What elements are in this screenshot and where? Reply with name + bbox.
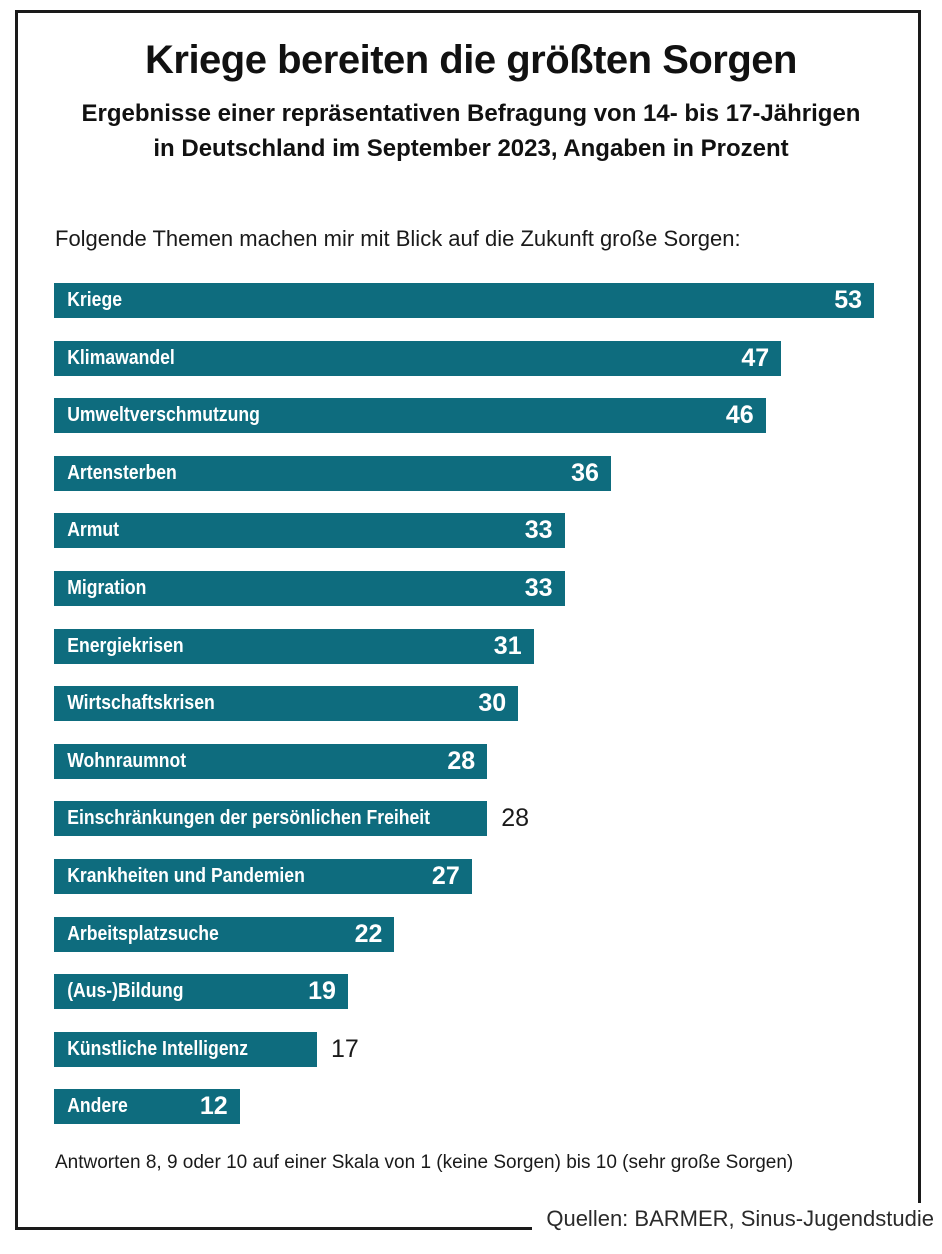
bar-row: Andere 12 xyxy=(54,1089,874,1125)
bar-row: Umweltverschmutzung 46 xyxy=(54,398,874,434)
bar: Arbeitsplatzsuche 22 xyxy=(54,916,395,952)
bar-label: Krankheiten und Pandemien xyxy=(67,864,305,887)
bar-label: Andere xyxy=(67,1095,128,1118)
chart-footnote: Antworten 8, 9 oder 10 auf einer Skala v… xyxy=(55,1152,794,1173)
bar-value: 27 xyxy=(431,861,460,890)
bar: Kriege 53 xyxy=(54,283,874,318)
chart-subtitle: Ergebnisse einer repräsentativen Befragu… xyxy=(0,96,942,166)
chart-border-frame xyxy=(15,10,921,1230)
chart-title: Kriege bereiten die größten Sorgen xyxy=(144,38,798,82)
bar-row: Artensterben 36 xyxy=(54,455,874,491)
bar: Einschränkungen der persönlichen Freihei… xyxy=(54,801,488,837)
bar-value: 47 xyxy=(741,343,770,372)
bar: Andere 12 xyxy=(54,1089,240,1125)
bar-value: 33 xyxy=(524,516,553,545)
bar-value: 17 xyxy=(331,1034,359,1063)
bar: Wohnraumnot 28 xyxy=(54,743,488,779)
bar-label: (Aus-)Bildung xyxy=(67,980,184,1003)
bar-label: Arbeitsplatzsuche xyxy=(67,922,219,945)
bar-value: 12 xyxy=(199,1092,228,1121)
survey-question: Folgende Themen machen mir mit Blick auf… xyxy=(55,226,741,251)
bar-row: Wirtschaftskrisen 30 xyxy=(54,686,874,722)
bar-label: Artensterben xyxy=(67,461,177,484)
bar-label: Wirtschaftskrisen xyxy=(67,692,215,715)
bar-chart: Kriege 53 Klimawandel 47 Umweltverschmutzung… xyxy=(54,283,874,1147)
bar-label: Kriege xyxy=(67,289,122,311)
bar-label: Wohnraumnot xyxy=(67,749,187,772)
bar-value: 19 xyxy=(308,977,336,1006)
bar-row: Energiekrisen 31 xyxy=(54,628,874,664)
bar: Klimawandel 47 xyxy=(54,340,782,376)
bar-value: 28 xyxy=(447,746,476,775)
bar-value: 31 xyxy=(493,631,522,660)
bar: Artensterben 36 xyxy=(54,455,611,491)
bar: Migration 33 xyxy=(54,570,565,606)
bar: Künstliche Intelligenz xyxy=(54,1031,318,1067)
bar-label: Künstliche Intelligenz xyxy=(67,1037,249,1060)
bar-row: Krankheiten und Pandemien 27 xyxy=(54,858,874,894)
bar-row: Armut 33 xyxy=(54,513,874,549)
bar: Energiekrisen 31 xyxy=(54,628,534,664)
bar: (Aus-)Bildung 19 xyxy=(54,974,348,1010)
chart-subtitle-line1: Ergebnisse einer repräsentativen Befragu… xyxy=(81,100,861,127)
bar: Umweltverschmutzung 46 xyxy=(54,398,766,434)
bar-label: Migration xyxy=(67,576,147,599)
bar-value: 28 xyxy=(501,804,530,833)
bar-row: Künstliche Intelligenz 17 xyxy=(54,1031,874,1067)
bar-label: Klimawandel xyxy=(67,346,175,369)
chart-subtitle-line2: in Deutschland im September 2023, Angabe… xyxy=(153,135,789,162)
bar-value: 53 xyxy=(834,286,862,314)
bar-row: Migration 33 xyxy=(54,570,874,606)
bar: Krankheiten und Pandemien 27 xyxy=(54,858,472,894)
bar-value: 22 xyxy=(354,919,383,948)
bar-row: Arbeitsplatzsuche 22 xyxy=(54,916,874,952)
bar-row: Kriege 53 xyxy=(54,283,874,318)
bar: Armut 33 xyxy=(54,513,565,549)
source-credit: Quellen: BARMER, Sinus-Jugendstudie xyxy=(532,1203,934,1235)
bar-row: Einschränkungen der persönlichen Freihei… xyxy=(54,801,874,837)
bar-value: 36 xyxy=(571,458,599,487)
bar-label: Umweltverschmutzung xyxy=(67,404,260,427)
bar-row: Klimawandel 47 xyxy=(54,340,874,376)
bar-row: (Aus-)Bildung 19 xyxy=(54,974,874,1010)
bar: Wirtschaftskrisen 30 xyxy=(54,686,519,722)
bar-value: 33 xyxy=(524,573,553,602)
bar-label: Armut xyxy=(67,519,120,542)
bar-label: Einschränkungen der persönlichen Freihei… xyxy=(67,807,431,830)
bar-row: Wohnraumnot 28 xyxy=(54,743,874,779)
bar-value: 46 xyxy=(725,401,754,430)
bar-value: 30 xyxy=(478,689,507,718)
bar-label: Energiekrisen xyxy=(67,634,184,657)
